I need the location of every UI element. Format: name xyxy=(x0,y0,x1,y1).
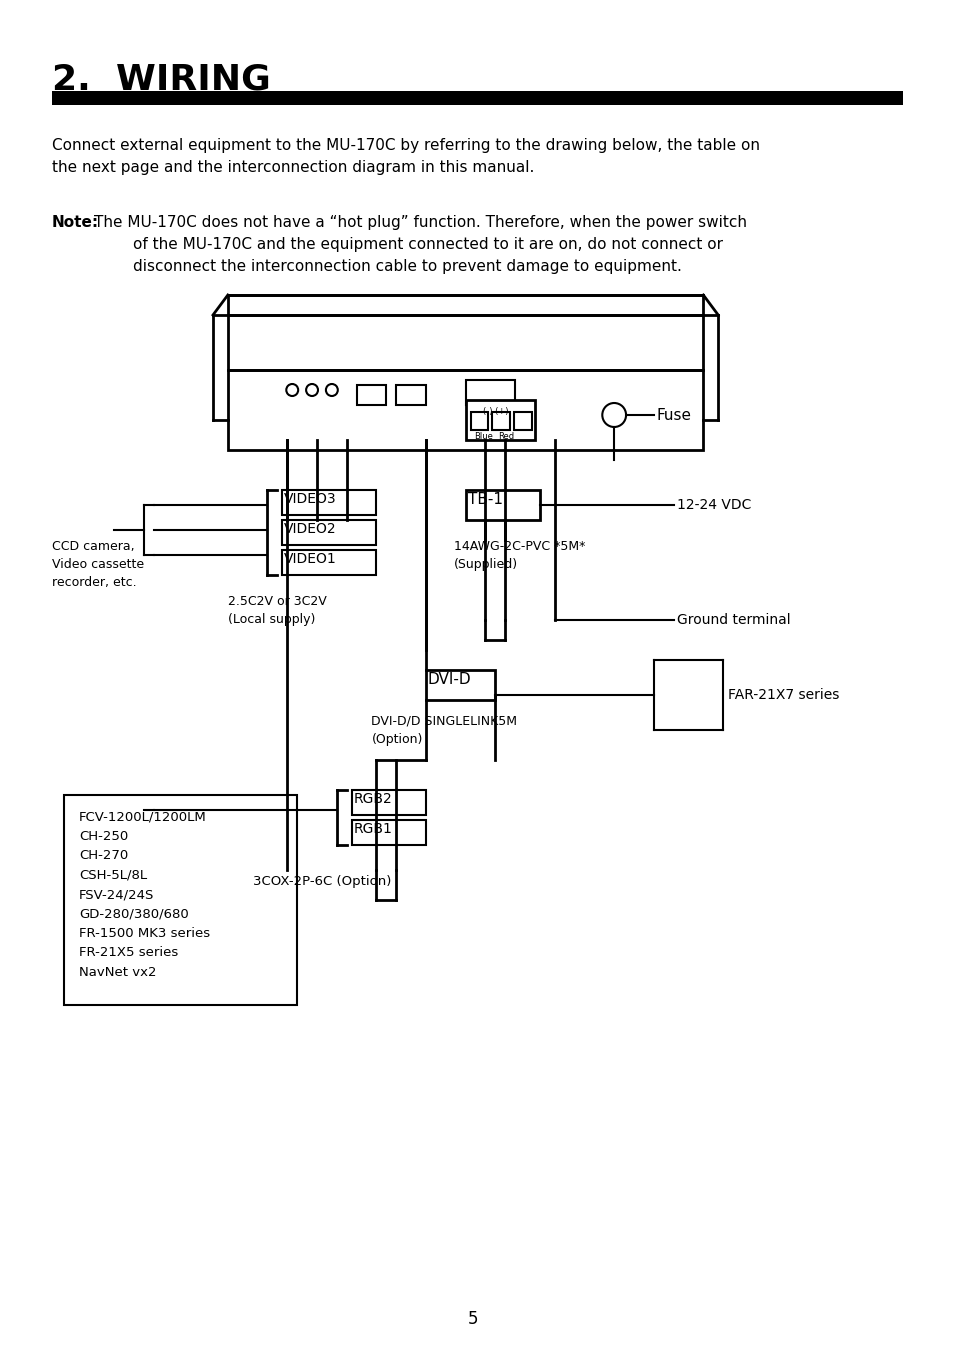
Text: RGB1: RGB1 xyxy=(354,821,392,836)
Bar xyxy=(51,91,902,105)
Text: 2.5C2V or 3C2V
(Local supply): 2.5C2V or 3C2V (Local supply) xyxy=(228,594,326,626)
Bar xyxy=(465,400,535,440)
Bar xyxy=(228,370,702,450)
Text: VIDEO1: VIDEO1 xyxy=(284,553,336,566)
Text: Blue: Blue xyxy=(474,432,493,440)
Text: Note:: Note: xyxy=(51,215,98,230)
Text: FCV-1200L/1200LM
CH-250
CH-270
CSH-5L/8L
FSV-24/24S
GD-280/380/680
FR-1500 MK3 s: FCV-1200L/1200LM CH-250 CH-270 CSH-5L/8L… xyxy=(79,811,211,979)
Text: Connect external equipment to the MU-170C by referring to the drawing below, the: Connect external equipment to the MU-170… xyxy=(51,138,759,176)
Text: CCD camera,
Video cassette
recorder, etc.: CCD camera, Video cassette recorder, etc… xyxy=(51,540,144,589)
Text: VIDEO2: VIDEO2 xyxy=(284,521,336,536)
Bar xyxy=(465,380,515,405)
Text: FAR-21X7 series: FAR-21X7 series xyxy=(727,688,839,703)
Bar xyxy=(352,820,426,844)
Bar xyxy=(228,315,702,370)
Bar xyxy=(426,670,495,700)
Bar xyxy=(282,550,376,576)
Bar xyxy=(352,790,426,815)
Text: The MU-170C does not have a “hot plug” function. Therefore, when the power switc: The MU-170C does not have a “hot plug” f… xyxy=(94,215,746,274)
Text: 12-24 VDC: 12-24 VDC xyxy=(676,499,750,512)
Text: 2.  WIRING: 2. WIRING xyxy=(51,62,270,96)
Text: RGB2: RGB2 xyxy=(354,792,392,807)
Text: 3COX-2P-6C (Option): 3COX-2P-6C (Option) xyxy=(253,875,391,888)
Text: DVI-D: DVI-D xyxy=(428,671,471,688)
Bar xyxy=(282,490,376,515)
Bar xyxy=(492,412,510,430)
Bar xyxy=(356,385,386,405)
Text: Fuse: Fuse xyxy=(656,408,691,423)
Text: 14AWG-2C-PVC *5M*
(Supplied): 14AWG-2C-PVC *5M* (Supplied) xyxy=(454,540,584,571)
Bar xyxy=(64,794,297,1005)
Text: VIDEO3: VIDEO3 xyxy=(284,492,336,507)
Text: (-) (+): (-) (+) xyxy=(483,407,508,416)
Text: DVI-D/D SINGLELINK5M
(Option): DVI-D/D SINGLELINK5M (Option) xyxy=(371,715,517,746)
Text: Red: Red xyxy=(497,432,514,440)
Bar xyxy=(395,385,426,405)
Bar xyxy=(470,412,488,430)
Bar xyxy=(514,412,532,430)
Bar xyxy=(282,520,376,544)
Text: 5: 5 xyxy=(467,1310,477,1328)
Bar xyxy=(465,490,539,520)
Bar xyxy=(228,295,702,315)
Text: TB-1: TB-1 xyxy=(467,492,502,507)
Text: Ground terminal: Ground terminal xyxy=(676,613,789,627)
